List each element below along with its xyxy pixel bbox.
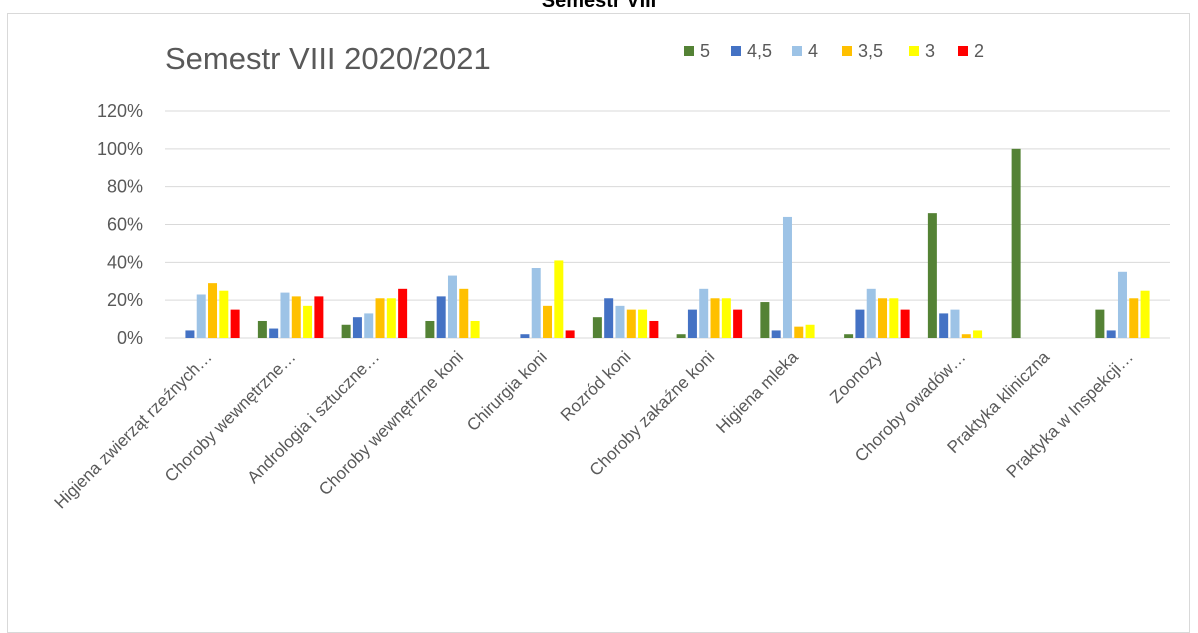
bar-4-7	[782, 216, 792, 338]
y-tick-label: 80%	[107, 177, 143, 197]
bar-5-8	[844, 334, 854, 338]
x-axis-labels: Higiena zwierząt rzeźnych… Choroby wewnęt…	[51, 347, 1137, 512]
bar-2-8	[900, 309, 910, 338]
bar-4-5-4	[520, 334, 530, 338]
bar-3-9	[973, 330, 983, 338]
bar-3-7	[805, 324, 815, 338]
bar-4-5-8	[855, 309, 865, 338]
bar-4-3	[447, 275, 457, 338]
x-category-label: Higiena mleka	[712, 347, 802, 437]
bar-4-5-6	[687, 309, 697, 338]
bar-2-6	[733, 309, 743, 338]
bar-4-5-1	[269, 328, 279, 338]
bar-3-5-7	[794, 326, 804, 338]
bar-4-5-11	[1106, 330, 1116, 338]
bar-4-5-9	[939, 313, 949, 338]
legend-swatch	[792, 46, 802, 56]
x-category-label: Chirurgia koni	[463, 347, 551, 435]
bar-4-11	[1117, 271, 1127, 338]
bar-2-0	[230, 309, 240, 338]
bar-3-4	[554, 260, 564, 338]
bar-3-5-6	[710, 298, 720, 338]
bar-4-5	[615, 305, 625, 338]
page-title: Semestr VIII	[541, 0, 657, 12]
y-tick-label: 100%	[97, 139, 143, 159]
bar-4-2	[364, 313, 374, 338]
y-tick-label: 40%	[107, 252, 143, 272]
bar-3-5-1	[291, 296, 301, 338]
bar-3-5-11	[1129, 298, 1139, 338]
legend: 5 4,5 4 3,5 3 2	[684, 41, 984, 61]
bar-4-5-7	[771, 330, 781, 338]
bar-5-5	[592, 317, 602, 338]
x-category-label: Higiena zwierząt rzeźnych…	[51, 347, 216, 512]
legend-swatch	[684, 46, 694, 56]
bar-4-5-3	[436, 296, 446, 338]
bar-2-4	[565, 330, 575, 338]
legend-label: 3	[925, 41, 935, 61]
bar-5-7	[760, 302, 770, 338]
legend-swatch	[731, 46, 741, 56]
bar-3-5-4	[543, 305, 553, 338]
x-category-label: Zoonozy	[826, 347, 886, 407]
bar-5-3	[425, 320, 435, 338]
bar-3-5-8	[878, 298, 888, 338]
legend-swatch	[909, 46, 919, 56]
bar-3-5	[638, 309, 648, 338]
y-tick-label: 20%	[107, 290, 143, 310]
bar-4-9	[950, 309, 960, 338]
bar-5-9	[927, 213, 937, 338]
bar-5-2	[341, 324, 351, 338]
legend-label: 3,5	[858, 41, 883, 61]
y-tick-label: 0%	[117, 328, 143, 348]
legend-label: 5	[700, 41, 710, 61]
bar-2-1	[314, 296, 324, 338]
bar-chart: Semestr VIII 2020/2021 0% 20% 40% 60% 80% 100…	[51, 41, 1170, 512]
bar-3-5-0	[208, 283, 218, 338]
bar-3-11	[1140, 290, 1150, 338]
bar-3-8	[889, 298, 899, 338]
legend-swatch	[842, 46, 852, 56]
bar-4-1	[280, 292, 290, 338]
bar-3-0	[219, 290, 229, 338]
legend-label: 4,5	[747, 41, 772, 61]
legend-label: 2	[974, 41, 984, 61]
bar-3-2	[386, 298, 396, 338]
chart-title: Semestr VIII 2020/2021	[165, 41, 491, 76]
bar-3-5-2	[375, 298, 385, 338]
gridlines	[165, 110, 1170, 339]
chart-area: Semestr VIII 2020/2021 0% 20% 40% 60% 80% 100…	[7, 13, 1190, 633]
legend-label: 4	[808, 41, 818, 61]
legend-swatch	[958, 46, 968, 56]
y-axis-ticks: 0% 20% 40% 60% 80% 100% 120%	[97, 101, 143, 348]
bar-3-3	[470, 320, 480, 338]
bar-5-10	[1011, 148, 1021, 338]
bar-3-5-3	[459, 288, 469, 338]
bar-3-1	[303, 305, 313, 338]
x-category-label: Choroby wewnętrzne koni	[315, 347, 467, 499]
bar-3-5-9	[961, 334, 971, 338]
bar-5-6	[676, 334, 686, 338]
bar-5-11	[1095, 309, 1105, 338]
bar-2-2	[398, 288, 408, 338]
bar-4-4	[531, 268, 541, 338]
x-category-label: Rozród koni	[557, 347, 635, 425]
y-tick-label: 60%	[107, 215, 143, 235]
bar-3-5-5	[626, 309, 636, 338]
bar-4-5-5	[604, 298, 614, 338]
y-tick-label: 120%	[97, 101, 143, 121]
bars	[185, 148, 1150, 338]
bar-4-6	[699, 288, 709, 338]
bar-2-5	[649, 320, 659, 338]
bar-4-0	[196, 294, 206, 338]
bar-5-1	[257, 320, 267, 338]
bar-4-5-2	[352, 317, 362, 338]
bar-3-6	[721, 298, 731, 338]
bar-4-8	[866, 288, 876, 338]
bar-4-5-0	[185, 330, 195, 338]
